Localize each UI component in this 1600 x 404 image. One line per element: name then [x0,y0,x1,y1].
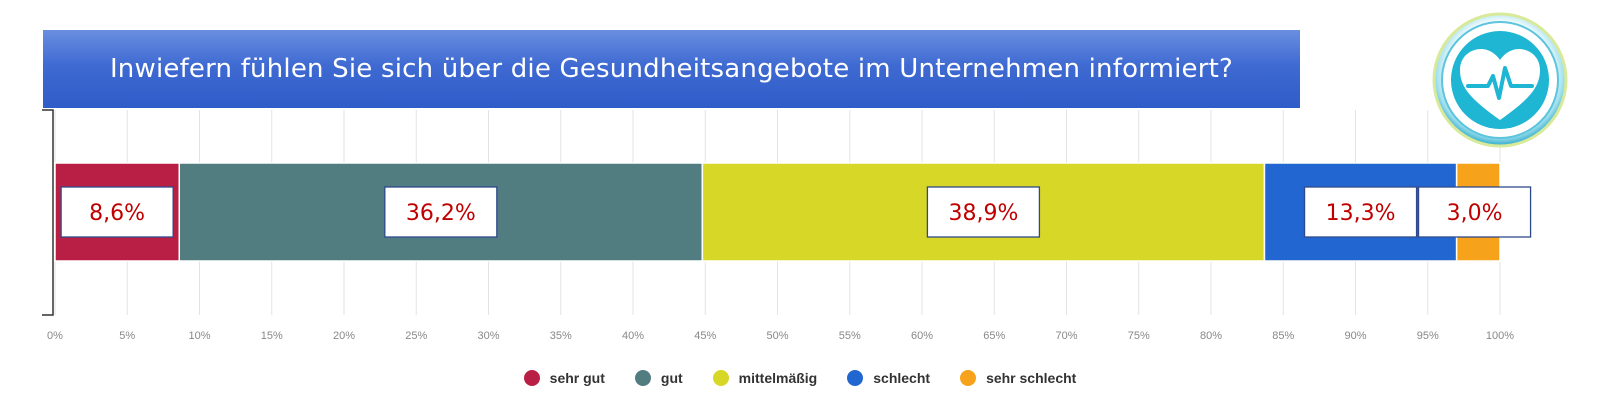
data-label-text: 13,3% [1326,201,1396,226]
x-tick-label: 30% [477,330,499,342]
data-label: 13,3% [1303,186,1418,238]
heart-pulse-icon [1432,12,1568,148]
x-tick-label: 55% [839,330,861,342]
x-tick-label: 90% [1344,330,1366,342]
data-label-text: 38,9% [948,201,1018,226]
legend-swatch [523,370,540,386]
legend-swatch [847,370,864,386]
x-tick-label: 15% [261,330,283,342]
x-tick-label: 75% [1128,330,1150,342]
data-label: 8,6% [60,186,174,238]
x-tick-label: 40% [622,330,644,342]
x-tick-label: 10% [188,330,210,342]
data-label-box [1417,186,1532,238]
x-tick-label: 0% [47,330,63,342]
legend-label: sehr gut [549,370,605,386]
data-label-box [1303,186,1418,238]
bar-segments [54,162,1501,262]
legend-item[interactable]: gut [634,370,683,386]
data-label-box [384,186,498,238]
x-tick-label: 80% [1200,330,1222,342]
x-tick-label: 70% [1055,330,1077,342]
data-labels: 8,6% 36,2% 38,9% 13,3% 3,0% [60,186,1532,238]
x-tick-label: 20% [333,330,355,342]
data-label-box [926,186,1041,238]
legend-item[interactable]: sehr schlecht [960,370,1076,386]
x-tick-label: 65% [983,330,1005,342]
data-label: 38,9% [926,186,1041,238]
legend-label: schlecht [873,370,931,386]
chart-title: Inwiefern fühlen Sie sich über die Gesun… [43,30,1300,108]
legend-swatch [960,370,977,386]
x-tick-label: 95% [1417,330,1439,342]
legend-item[interactable]: sehr gut [523,370,605,386]
legend-label: mittelmäßig [738,370,818,386]
legend-item[interactable]: schlecht [847,370,930,386]
data-label-box [60,186,174,238]
x-tick-label: 60% [911,330,933,342]
legend-label: gut [660,370,683,386]
legend-label: sehr schlecht [986,370,1077,386]
x-tick-label: 45% [694,330,716,342]
data-label-text: 36,2% [406,201,476,226]
data-label: 3,0% [1417,186,1532,238]
x-tick-label: 35% [550,330,572,342]
y-axis-bracket [42,109,54,316]
x-tick-label: 25% [405,330,427,342]
data-label-text: 8,6% [89,201,145,226]
x-axis-ticks: 0% 5% 10% 15% 20% 25% 30% 35% 40% 45% 50% 55% 60% 65%… [47,330,1514,342]
x-tick-label: 85% [1272,330,1294,342]
chart-legend: sehr gut gut mittelmäßig schlecht sehr schle… [0,370,1600,386]
x-tick-label: 100% [1486,330,1514,342]
data-label-text: 3,0% [1447,201,1503,226]
legend-item[interactable]: mittelmäßig [712,370,818,386]
legend-swatch [712,370,729,386]
y-axis-line [42,109,54,316]
x-tick-label: 50% [766,330,788,342]
legend-swatch [634,370,651,386]
data-label: 36,2% [384,186,498,238]
x-tick-label: 5% [119,330,135,342]
